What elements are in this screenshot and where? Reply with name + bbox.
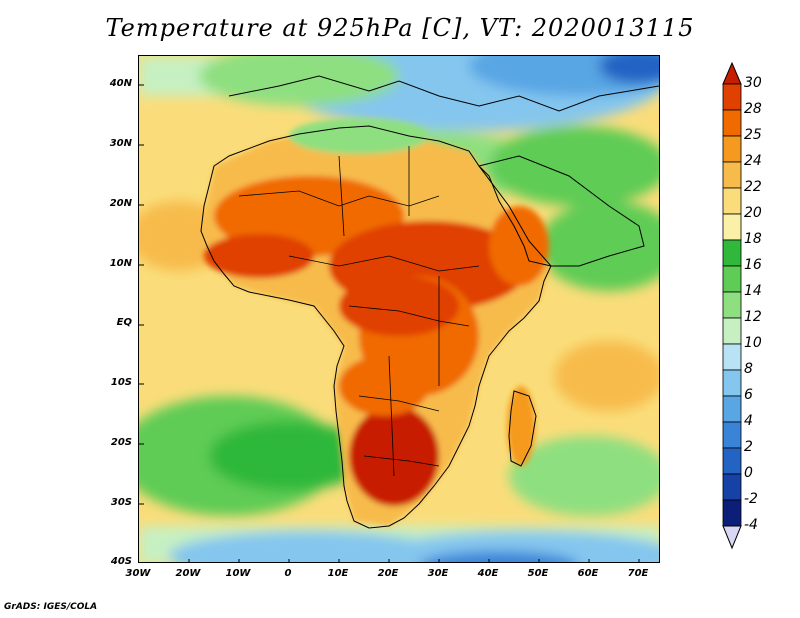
- colorbar-label: 16: [744, 257, 762, 273]
- lon-label-10e: 10E: [327, 568, 349, 579]
- colorbar-bin: [722, 369, 742, 397]
- colorbar-bin: [722, 161, 742, 189]
- colorbar-label: 14: [744, 283, 762, 299]
- colorbar-bin: [722, 135, 742, 163]
- colorbar-bin: [722, 187, 742, 215]
- lat-label-10s: 10S: [110, 377, 132, 388]
- lon-label-30w: 30W: [125, 568, 151, 579]
- colorbar-label: 20: [744, 205, 762, 221]
- colorbar-label: -4: [744, 517, 758, 533]
- colorbar: [722, 62, 742, 550]
- lat-label-30n: 30N: [109, 138, 132, 149]
- colorbar-bin: [722, 395, 742, 423]
- colorbar-bin: [722, 473, 742, 501]
- colorbar-label: 4: [744, 413, 753, 429]
- lat-label-eq: EQ: [116, 317, 132, 328]
- lon-label-30e: 30E: [427, 568, 449, 579]
- colorbar-bin: [722, 317, 742, 345]
- lon-label-20e: 20E: [377, 568, 399, 579]
- colorbar-label: 10: [744, 335, 762, 351]
- lat-label-40s: 40S: [110, 556, 132, 567]
- land-temperature: [201, 118, 551, 526]
- colorbar-label: 6: [744, 387, 753, 403]
- madagascar-coastline: [508, 390, 537, 467]
- lon-label-60e: 60E: [577, 568, 599, 579]
- temperature-map[interactable]: [138, 55, 660, 563]
- colorbar-bin: [722, 447, 742, 475]
- colorbar-label: 25: [744, 127, 762, 143]
- colorbar-bin: [722, 239, 742, 267]
- colorbar-label: 0: [744, 465, 753, 481]
- colorbar-bin: [722, 421, 742, 449]
- colorbar-label: 2: [744, 439, 753, 455]
- colorbar-label: 22: [744, 179, 762, 195]
- lon-label-10w: 10W: [225, 568, 251, 579]
- map-title: Temperature at 925hPa [C], VT: 202001311…: [105, 14, 695, 42]
- colorbar-bin: [722, 265, 742, 293]
- colorbar-label: 8: [744, 361, 753, 377]
- lat-label-10n: 10N: [109, 258, 132, 269]
- colorbar-label: -2: [744, 491, 758, 507]
- lat-label-20s: 20S: [110, 437, 132, 448]
- colorbar-top-arrow: [722, 62, 742, 85]
- graticule-ticks: [139, 84, 640, 562]
- colorbar-label: 24: [744, 153, 762, 169]
- lon-label-0: 0: [284, 568, 292, 579]
- colorbar-bin: [722, 499, 742, 527]
- arabia-coastline: [478, 155, 645, 267]
- colorbar-bin: [722, 213, 742, 241]
- country-borders: [238, 146, 480, 477]
- colorbar-label: 18: [744, 231, 762, 247]
- lat-label-40n: 40N: [109, 78, 132, 89]
- colorbar-bin: [722, 83, 742, 111]
- europe-coastline: [228, 75, 659, 112]
- colorbar-label: 28: [744, 101, 762, 117]
- lat-label-20n: 20N: [109, 198, 132, 209]
- colorbar-label: 30: [744, 75, 762, 91]
- colorbar-bin: [722, 109, 742, 137]
- colorbar-bottom-arrow: [722, 525, 742, 550]
- colorbar-label: 12: [744, 309, 762, 325]
- lon-label-70e: 70E: [627, 568, 649, 579]
- lat-label-30s: 30S: [110, 497, 132, 508]
- lon-label-40e: 40E: [477, 568, 499, 579]
- grads-credit: GrADS: IGES/COLA: [4, 602, 98, 612]
- lon-label-20w: 20W: [175, 568, 201, 579]
- colorbar-bin: [722, 343, 742, 371]
- lon-label-50e: 50E: [527, 568, 549, 579]
- colorbar-bin: [722, 291, 742, 319]
